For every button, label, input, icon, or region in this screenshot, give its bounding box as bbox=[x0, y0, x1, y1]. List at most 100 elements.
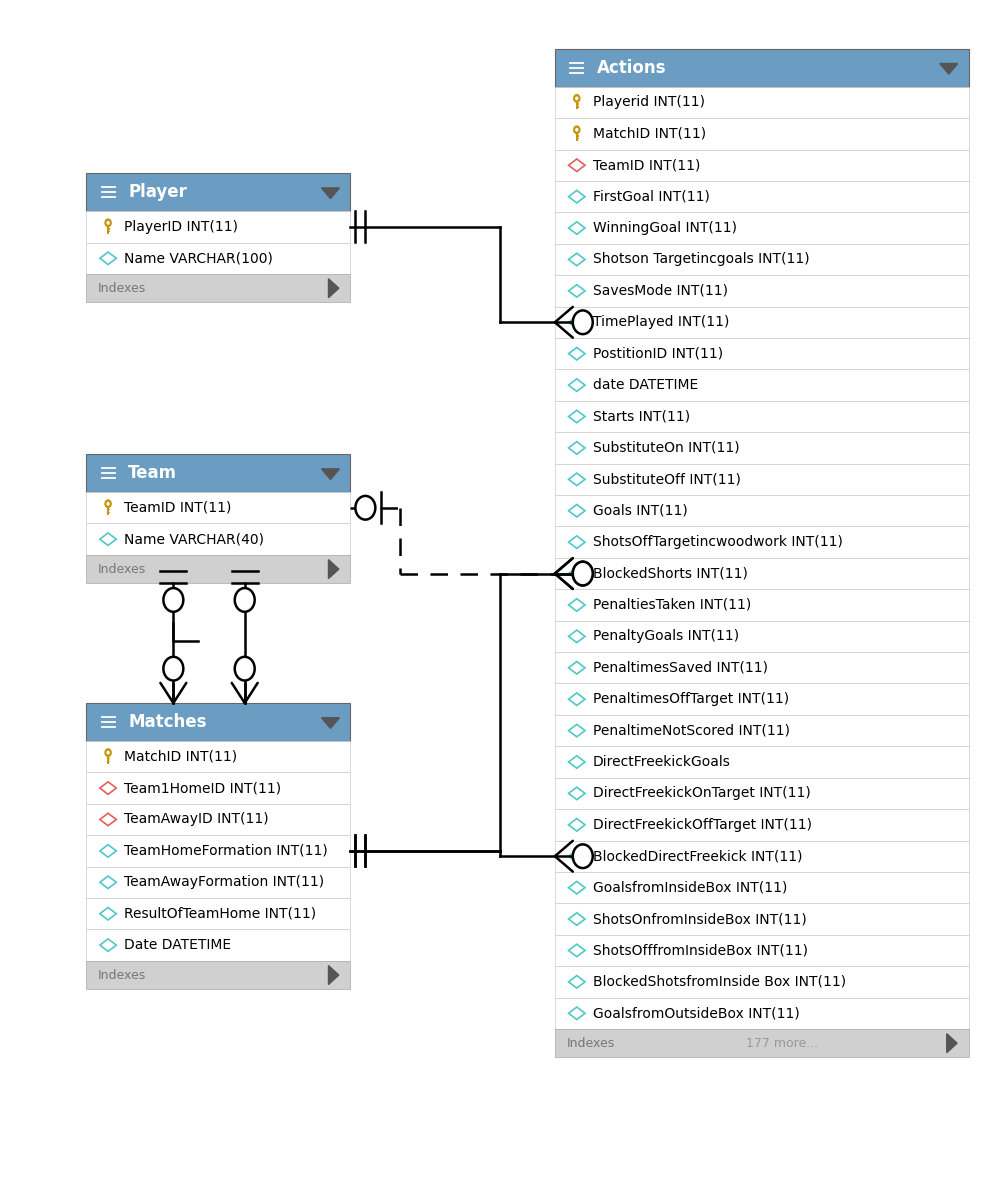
Text: GoalsfromOutsideBox INT(11): GoalsfromOutsideBox INT(11) bbox=[593, 1006, 799, 1020]
Circle shape bbox=[573, 310, 593, 334]
FancyBboxPatch shape bbox=[86, 961, 350, 990]
Circle shape bbox=[573, 845, 593, 868]
FancyBboxPatch shape bbox=[555, 841, 969, 872]
Polygon shape bbox=[321, 469, 339, 480]
Text: Starts INT(11): Starts INT(11) bbox=[593, 410, 690, 423]
Circle shape bbox=[573, 562, 593, 586]
Bar bbox=[576, 133, 578, 140]
FancyBboxPatch shape bbox=[555, 652, 969, 683]
Polygon shape bbox=[569, 881, 585, 893]
Bar bbox=[578, 107, 579, 108]
Text: SubstituteOff INT(11): SubstituteOff INT(11) bbox=[593, 473, 741, 486]
Polygon shape bbox=[569, 347, 585, 360]
FancyBboxPatch shape bbox=[555, 1029, 969, 1057]
FancyBboxPatch shape bbox=[86, 772, 350, 804]
Polygon shape bbox=[569, 568, 585, 580]
Polygon shape bbox=[569, 944, 585, 956]
Text: Indexes: Indexes bbox=[98, 563, 146, 576]
FancyBboxPatch shape bbox=[86, 898, 350, 929]
Text: TimePlayed INT(11): TimePlayed INT(11) bbox=[593, 315, 729, 329]
FancyBboxPatch shape bbox=[555, 463, 969, 495]
Polygon shape bbox=[569, 222, 585, 234]
FancyBboxPatch shape bbox=[86, 741, 350, 772]
Polygon shape bbox=[569, 849, 585, 862]
FancyBboxPatch shape bbox=[555, 181, 969, 213]
Circle shape bbox=[163, 588, 183, 612]
Polygon shape bbox=[569, 725, 585, 737]
FancyBboxPatch shape bbox=[555, 244, 969, 276]
Text: DirectFreekickOnTarget INT(11): DirectFreekickOnTarget INT(11) bbox=[593, 786, 810, 801]
Text: TeamAwayID INT(11): TeamAwayID INT(11) bbox=[124, 813, 269, 827]
Polygon shape bbox=[569, 536, 585, 549]
Text: GoalsfromInsideBox INT(11): GoalsfromInsideBox INT(11) bbox=[593, 880, 787, 895]
Circle shape bbox=[106, 501, 110, 506]
FancyBboxPatch shape bbox=[555, 966, 969, 998]
FancyBboxPatch shape bbox=[555, 872, 969, 903]
FancyBboxPatch shape bbox=[555, 558, 969, 589]
Polygon shape bbox=[940, 63, 958, 74]
Bar bbox=[107, 227, 109, 234]
Text: Playerid INT(11): Playerid INT(11) bbox=[593, 95, 705, 109]
Circle shape bbox=[163, 657, 183, 681]
FancyBboxPatch shape bbox=[86, 242, 350, 274]
Polygon shape bbox=[569, 819, 585, 832]
Text: ShotsOnfromInsideBox INT(11): ShotsOnfromInsideBox INT(11) bbox=[593, 912, 806, 927]
Text: Actions: Actions bbox=[597, 58, 666, 77]
Circle shape bbox=[104, 748, 112, 757]
Bar bbox=[109, 758, 110, 759]
Text: 177 more...: 177 more... bbox=[746, 1037, 818, 1050]
Text: Name VARCHAR(40): Name VARCHAR(40) bbox=[124, 532, 264, 546]
Text: Team1HomeID INT(11): Team1HomeID INT(11) bbox=[124, 781, 281, 795]
FancyBboxPatch shape bbox=[555, 903, 969, 935]
Polygon shape bbox=[569, 788, 585, 800]
Text: FirstGoal INT(11): FirstGoal INT(11) bbox=[593, 190, 710, 203]
Text: Indexes: Indexes bbox=[567, 1037, 615, 1050]
Polygon shape bbox=[100, 533, 116, 545]
Polygon shape bbox=[569, 912, 585, 925]
Text: PlayerID INT(11): PlayerID INT(11) bbox=[124, 220, 238, 234]
Circle shape bbox=[106, 221, 110, 225]
Text: Shotson Targetincgoals INT(11): Shotson Targetincgoals INT(11) bbox=[593, 253, 809, 266]
Circle shape bbox=[575, 128, 578, 132]
Text: PostitionID INT(11): PostitionID INT(11) bbox=[593, 347, 723, 361]
Polygon shape bbox=[569, 630, 585, 643]
Bar bbox=[107, 507, 109, 514]
Text: Date DATETIME: Date DATETIME bbox=[124, 939, 231, 952]
FancyBboxPatch shape bbox=[555, 150, 969, 181]
Circle shape bbox=[106, 751, 110, 754]
FancyBboxPatch shape bbox=[555, 276, 969, 307]
Text: Indexes: Indexes bbox=[98, 282, 146, 295]
Polygon shape bbox=[569, 473, 585, 486]
Bar bbox=[109, 760, 110, 762]
Polygon shape bbox=[569, 379, 585, 391]
FancyBboxPatch shape bbox=[555, 620, 969, 652]
Text: TeamHomeFormation INT(11): TeamHomeFormation INT(11) bbox=[124, 843, 328, 858]
FancyBboxPatch shape bbox=[555, 369, 969, 400]
Bar bbox=[109, 228, 110, 229]
Bar bbox=[578, 103, 579, 105]
Polygon shape bbox=[569, 190, 585, 203]
FancyBboxPatch shape bbox=[555, 87, 969, 118]
Text: MatchID INT(11): MatchID INT(11) bbox=[593, 127, 706, 141]
Circle shape bbox=[235, 588, 255, 612]
FancyBboxPatch shape bbox=[86, 492, 350, 524]
Text: TeamID INT(11): TeamID INT(11) bbox=[593, 158, 700, 172]
FancyBboxPatch shape bbox=[555, 589, 969, 620]
Bar bbox=[578, 135, 579, 137]
Polygon shape bbox=[569, 442, 585, 454]
FancyBboxPatch shape bbox=[555, 400, 969, 432]
Polygon shape bbox=[100, 908, 116, 920]
Text: WinningGoal INT(11): WinningGoal INT(11) bbox=[593, 221, 737, 235]
Text: Player: Player bbox=[128, 183, 187, 201]
FancyBboxPatch shape bbox=[555, 307, 969, 339]
Polygon shape bbox=[569, 662, 585, 674]
Text: SavesMode INT(11): SavesMode INT(11) bbox=[593, 284, 728, 298]
Text: PenaltiesTaken INT(11): PenaltiesTaken INT(11) bbox=[593, 598, 751, 612]
FancyBboxPatch shape bbox=[555, 935, 969, 966]
Text: SubstituteOn INT(11): SubstituteOn INT(11) bbox=[593, 441, 739, 455]
Text: TeamAwayFormation INT(11): TeamAwayFormation INT(11) bbox=[124, 876, 324, 890]
Polygon shape bbox=[947, 1034, 957, 1053]
Text: DirectFreekickOffTarget INT(11): DirectFreekickOffTarget INT(11) bbox=[593, 817, 812, 832]
FancyBboxPatch shape bbox=[86, 929, 350, 961]
Text: TeamID INT(11): TeamID INT(11) bbox=[124, 501, 231, 514]
